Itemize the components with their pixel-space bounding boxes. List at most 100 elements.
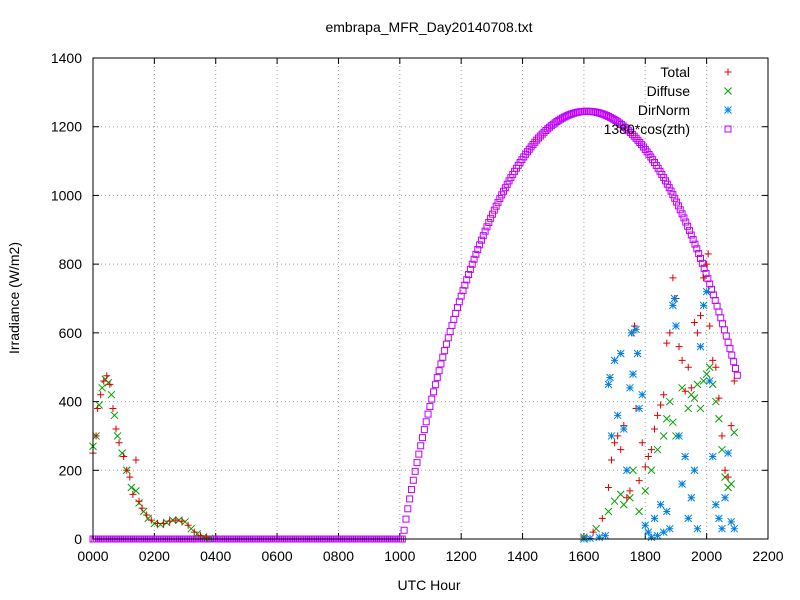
data-point <box>728 351 736 359</box>
data-point <box>669 191 677 199</box>
y-tick-label: 1000 <box>51 187 82 203</box>
data-point <box>118 449 127 457</box>
data-point <box>678 356 686 364</box>
data-point <box>106 380 114 388</box>
data-point <box>641 145 649 153</box>
data-point <box>709 356 717 364</box>
data-point <box>678 383 686 392</box>
data-point <box>619 425 628 433</box>
data-point <box>630 132 638 140</box>
data-point <box>705 363 714 372</box>
data-point <box>670 294 679 303</box>
data-point <box>614 432 622 440</box>
data-point <box>500 187 508 195</box>
data-point <box>611 439 619 447</box>
legend-marker <box>724 68 732 76</box>
data-point <box>672 322 680 330</box>
data-point <box>132 456 140 464</box>
data-point <box>727 480 736 488</box>
data-point <box>633 349 642 358</box>
legend-label: Diffuse <box>647 83 691 99</box>
data-point <box>669 418 677 427</box>
series-0 <box>89 250 738 541</box>
data-point <box>657 401 665 409</box>
data-point <box>527 143 535 151</box>
legend-label: 1380*cos(zth) <box>604 121 690 137</box>
data-point <box>419 434 427 442</box>
data-point <box>662 507 671 516</box>
data-point <box>619 500 628 509</box>
data-point <box>730 358 738 366</box>
data-point <box>94 404 102 412</box>
data-point <box>636 138 644 146</box>
data-point <box>681 452 690 461</box>
data-point <box>104 378 113 387</box>
data-point <box>690 466 699 475</box>
data-point <box>435 367 443 375</box>
data-point <box>625 127 633 135</box>
data-point <box>703 260 711 268</box>
data-point <box>413 459 421 467</box>
data-point <box>459 287 467 295</box>
data-point <box>693 380 702 389</box>
data-point <box>678 480 686 488</box>
data-point <box>627 329 636 337</box>
data-point <box>617 446 625 454</box>
data-point <box>678 210 686 218</box>
data-point <box>676 206 684 214</box>
data-point <box>666 329 674 337</box>
data-point <box>529 141 537 149</box>
legend-marker <box>724 87 732 95</box>
data-point <box>647 466 656 475</box>
data-point <box>533 136 541 144</box>
data-point <box>690 394 699 402</box>
legend: Total Diffuse DirNorm 1380*cos(zth) <box>604 64 732 137</box>
data-point <box>485 219 493 227</box>
data-point <box>718 445 726 454</box>
data-point <box>610 356 619 365</box>
data-point <box>538 130 546 138</box>
y-tick-label: 200 <box>59 462 83 478</box>
x-tick-label: 1200 <box>446 548 477 564</box>
data-point <box>708 452 717 461</box>
data-point <box>687 384 695 392</box>
data-point <box>166 517 174 525</box>
data-point <box>699 377 708 385</box>
data-point <box>673 198 681 206</box>
y-tick-label: 1400 <box>51 50 82 66</box>
data-point <box>463 276 471 284</box>
data-point <box>439 353 447 361</box>
data-point <box>684 514 693 523</box>
y-tick-label: 800 <box>59 256 83 272</box>
data-point <box>689 236 697 244</box>
y-tick-label: 0 <box>74 531 82 547</box>
x-tick-label: 2200 <box>752 548 783 564</box>
data-point <box>487 214 495 222</box>
data-point <box>422 418 430 426</box>
data-point <box>704 250 712 258</box>
data-point <box>616 349 625 358</box>
data-point <box>680 214 688 222</box>
data-point <box>644 528 653 536</box>
data-point <box>721 493 729 502</box>
data-point <box>730 524 739 533</box>
data-point <box>494 198 502 206</box>
data-point <box>113 432 122 440</box>
data-point <box>181 517 189 526</box>
data-point <box>644 453 652 461</box>
data-point <box>721 466 729 474</box>
data-point <box>698 259 706 267</box>
data-point <box>704 275 712 283</box>
data-point <box>696 404 705 413</box>
data-point <box>613 411 622 420</box>
data-point <box>659 528 668 536</box>
data-point <box>706 280 714 288</box>
data-point <box>641 487 650 495</box>
data-point <box>623 466 631 475</box>
data-point <box>601 531 610 540</box>
data-point <box>730 377 738 385</box>
data-point <box>665 524 674 533</box>
data-point <box>635 404 643 413</box>
data-point <box>663 339 671 347</box>
data-point <box>433 374 441 382</box>
